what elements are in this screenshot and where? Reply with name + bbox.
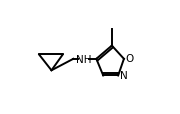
Text: NH: NH	[76, 54, 91, 64]
Text: O: O	[125, 54, 134, 64]
Text: N: N	[120, 70, 127, 80]
